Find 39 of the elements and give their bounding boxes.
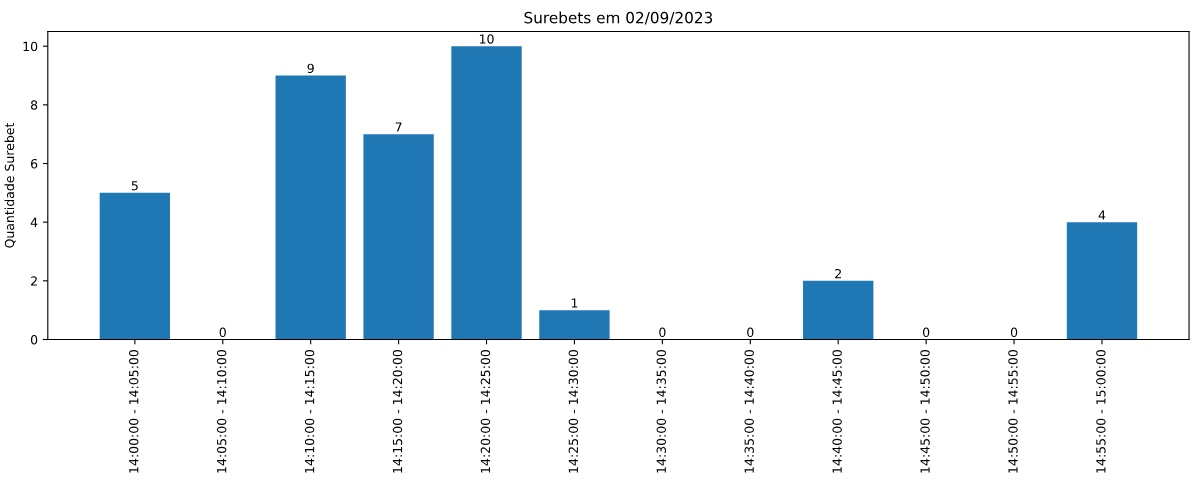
x-tick-label: 14:25:00 - 14:30:00 xyxy=(568,350,579,473)
x-tick-label: 14:15:00 - 14:20:00 xyxy=(392,350,403,473)
x-tick-label: 14:45:00 - 14:50:00 xyxy=(920,350,930,473)
data-label: 0 xyxy=(219,327,226,338)
x-tick-label: 14:00:00 - 14:05:00 xyxy=(129,350,139,473)
data-label: 9 xyxy=(307,63,314,74)
data-label: 10 xyxy=(479,34,494,44)
data-label: 5 xyxy=(131,181,138,191)
data-label: 0 xyxy=(1010,327,1018,338)
x-tick-label: 14:35:00 - 14:40:00 xyxy=(744,350,754,473)
x-tick-label: 14:50:00 - 14:55:00 xyxy=(1008,350,1018,473)
data-label: 7 xyxy=(395,122,402,132)
data-label: 0 xyxy=(922,327,930,338)
data-label: 0 xyxy=(747,327,754,338)
x-tick-label: 14:55:00 - 15:00:00 xyxy=(1096,350,1106,473)
bar xyxy=(275,75,346,340)
bar xyxy=(803,280,874,340)
chart-title: Surebets em 02/09/2023 xyxy=(524,11,713,25)
data-label: 0 xyxy=(659,327,666,338)
y-tick-label: 2 xyxy=(31,276,37,286)
x-tick-label: 14:20:00 - 14:25:00 xyxy=(480,350,491,473)
bar xyxy=(539,310,610,340)
bar xyxy=(99,192,171,340)
bar xyxy=(363,134,434,340)
x-tick-label: 14:05:00 - 14:10:00 xyxy=(216,350,227,473)
data-label: 1 xyxy=(571,298,578,308)
y-tick-label: 8 xyxy=(30,100,38,110)
y-tick-label: 4 xyxy=(30,217,38,227)
y-tick-label: 10 xyxy=(23,41,38,52)
x-tick-label: 14:10:00 - 14:15:00 xyxy=(304,350,315,473)
data-label: 2 xyxy=(835,268,841,279)
bar xyxy=(1066,222,1138,340)
bar xyxy=(451,46,522,340)
x-tick-label: 14:40:00 - 14:45:00 xyxy=(832,350,842,473)
x-tick-label: 14:30:00 - 14:35:00 xyxy=(656,350,666,473)
y-tick-label: 6 xyxy=(31,158,38,169)
data-label: 4 xyxy=(1098,210,1106,220)
y-axis-title: Quantidade Surebet xyxy=(4,122,16,248)
y-tick-label: 0 xyxy=(30,334,38,345)
